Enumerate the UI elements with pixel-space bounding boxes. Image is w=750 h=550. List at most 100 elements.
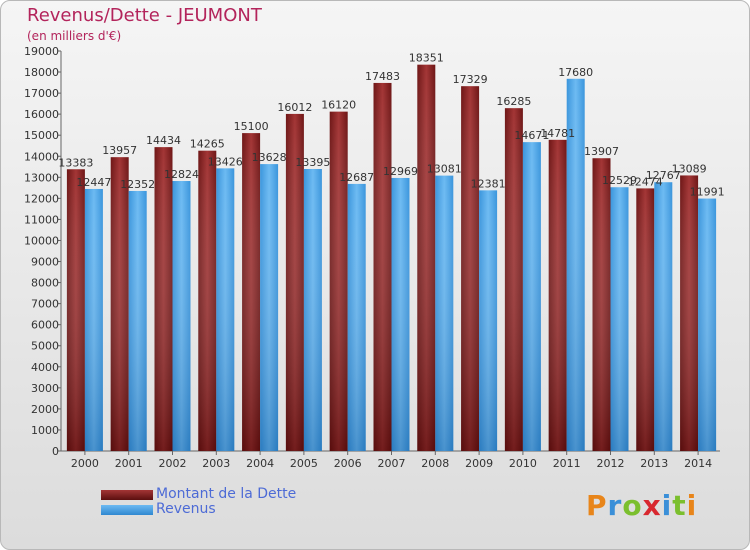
x-tick-label: 2001 (115, 457, 143, 470)
bar-revenus-shade (435, 175, 454, 451)
x-tick-label: 2008 (421, 457, 449, 470)
bar-revenus-shade (654, 182, 673, 451)
legend-swatch-revenus (101, 505, 153, 515)
bars (66, 64, 717, 452)
data-label-dette: 16012 (277, 101, 312, 114)
y-tick-label: 7000 (31, 298, 59, 311)
y-tick-label: 10000 (24, 234, 59, 247)
y-tick-label: 12000 (24, 192, 59, 205)
data-label-dette: 13957 (102, 144, 137, 157)
bar-revenus-shade (391, 177, 410, 451)
bar-dette-shade (592, 158, 611, 451)
y-tick-label: 18000 (24, 66, 59, 79)
data-label-dette: 13089 (672, 162, 707, 175)
bar-revenus-shade (566, 78, 585, 451)
bar-revenus-shade (479, 190, 498, 452)
data-label-revenus: 12381 (471, 177, 506, 190)
bar-dette-shade (329, 111, 348, 451)
x-tick-label: 2004 (246, 457, 274, 470)
chart-title: Revenus/Dette - JEUMONT (27, 5, 262, 26)
bar-revenus-shade (260, 164, 279, 452)
logo-letter: i (661, 489, 673, 522)
data-label-revenus: 12447 (76, 176, 111, 189)
y-tick-label: 15000 (24, 129, 59, 142)
data-label-dette: 13907 (584, 145, 619, 158)
data-label-revenus: 14671 (514, 129, 549, 142)
chart-subtitle: (en milliers d'€) (27, 29, 122, 43)
data-label-dette: 12474 (628, 175, 663, 188)
y-tick-label: 3000 (31, 382, 59, 395)
bar-revenus-shade (347, 183, 366, 451)
bar-dette-shade (373, 82, 392, 452)
x-tick-label: 2006 (334, 457, 362, 470)
data-label-dette: 17329 (453, 73, 488, 86)
x-tick-label: 2012 (597, 457, 625, 470)
bar-revenus-shade (216, 168, 235, 452)
y-tick-label: 6000 (31, 319, 59, 332)
x-tick-label: 2013 (640, 457, 668, 470)
bar-dette-shade (285, 113, 304, 451)
bar-revenus-shade (522, 142, 541, 451)
y-tick-label: 19000 (24, 45, 59, 58)
bar-dette-shade (417, 64, 436, 452)
data-label-revenus: 12824 (164, 168, 199, 181)
logo-letter: r (607, 489, 623, 522)
x-tick-label: 2009 (465, 457, 493, 470)
bar-dette-shade (154, 147, 173, 451)
data-label-revenus: 13081 (427, 163, 462, 176)
data-label-dette: 16285 (496, 95, 531, 108)
data-label-dette: 18351 (409, 52, 444, 65)
data-label-revenus: 12969 (383, 165, 418, 178)
bar-revenus-shade (84, 188, 103, 452)
bar-revenus-shade (610, 187, 629, 452)
legend-swatch-debt (101, 490, 153, 500)
data-label-revenus: 12529 (602, 174, 637, 187)
data-labels: 13383 12447 13957 12352 14434 12824 14265 13426… (58, 52, 724, 199)
bar-revenus-shade (172, 181, 191, 451)
x-tick-label: 2000 (71, 457, 99, 470)
y-tick-label: 2000 (31, 403, 59, 416)
bar-dette-shade (636, 188, 655, 452)
bar-dette-shade (461, 86, 480, 451)
x-tick-label: 2011 (553, 457, 581, 470)
x-tick-label: 2002 (159, 457, 187, 470)
data-label-revenus: 12767 (646, 169, 681, 182)
bar-dette-shade (548, 139, 567, 452)
y-tick-label: 8000 (31, 277, 59, 290)
bar-revenus-shade (698, 198, 717, 451)
y-tick-label: 14000 (24, 150, 59, 163)
legend-label-debt: Montant de la Dette (156, 486, 297, 502)
legend-label-revenus: Revenus (156, 501, 216, 517)
proxiti-logo: Proxiti (586, 489, 697, 522)
logo-letter: t (672, 489, 687, 522)
data-label-dette: 14434 (146, 134, 181, 147)
data-label-revenus: 13395 (295, 156, 330, 169)
y-tick-label: 13000 (24, 171, 59, 184)
y-tick-label: 16000 (24, 108, 59, 121)
bar-revenus-shade (303, 169, 322, 451)
data-label-dette: 13383 (58, 156, 93, 169)
bar-revenus-shade (128, 190, 147, 452)
y-tick-label: 0 (52, 445, 59, 458)
y-tick-label: 1000 (31, 424, 59, 437)
data-label-revenus: 11991 (690, 186, 725, 199)
y-tick-label: 17000 (24, 87, 59, 100)
logo-letter: o (622, 489, 643, 522)
data-label-revenus: 12687 (339, 171, 374, 184)
data-label-revenus: 13426 (208, 155, 243, 168)
x-tick-label: 2014 (684, 457, 712, 470)
logo-letter: i (686, 489, 698, 522)
data-label-dette: 15100 (234, 120, 269, 133)
x-tick-label: 2010 (509, 457, 537, 470)
y-tick-label: 11000 (24, 213, 59, 226)
data-label-dette: 14781 (540, 127, 575, 140)
x-tick-label: 2005 (290, 457, 318, 470)
bar-dette-shade (198, 150, 217, 451)
y-tick-label: 9000 (31, 256, 59, 269)
data-label-revenus: 17680 (558, 66, 593, 79)
bar-dette-shade (110, 157, 129, 451)
data-label-dette: 14265 (190, 138, 225, 151)
data-label-dette: 17483 (365, 70, 400, 83)
